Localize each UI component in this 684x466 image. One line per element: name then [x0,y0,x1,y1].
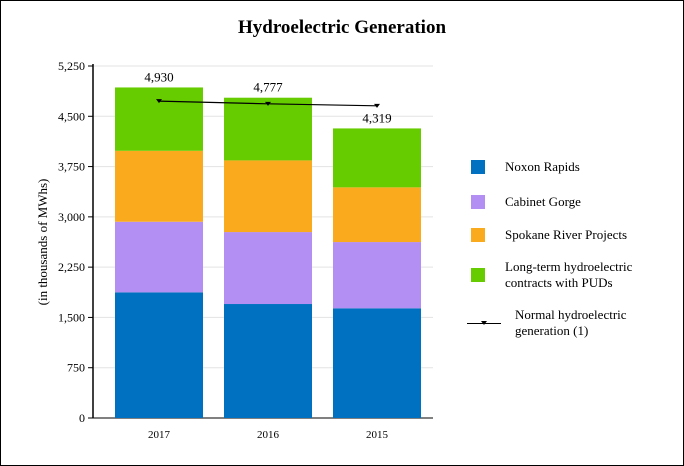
legend-item: Normal hydroelectric generation (1) [467,307,681,339]
legend-swatch [471,268,485,282]
bar-segment [333,128,421,188]
legend-label: Normal hydroelectric generation (1) [515,307,627,338]
x-tick-label: 2017 [148,429,171,441]
total-label: 4,319 [362,110,391,125]
legend-item: Noxon Rapids [471,159,681,175]
bar-segment [224,304,312,418]
bar-segment [115,292,203,418]
line-marker [265,101,271,106]
y-axis-label: (in thousands of MWhs) [35,179,50,306]
y-tick-label: 1,500 [58,310,85,324]
legend-swatch [471,160,485,174]
bar-segment [224,232,312,305]
total-label: 4,777 [253,80,283,95]
line-marker [374,103,380,108]
legend-item: Long-term hydroelectric contracts with PU… [471,259,681,291]
legend-swatch [471,195,485,209]
legend-item: Spokane River Projects [471,227,681,243]
bar-segment [224,160,312,233]
x-tick-label: 2016 [257,429,280,441]
y-tick-label: 2,250 [58,260,85,274]
bar-segment [224,97,312,161]
legend-swatch [467,316,501,330]
y-tick-label: 4,500 [58,109,85,123]
legend-item: Cabinet Gorge [471,194,681,210]
legend-label: Noxon Rapids [505,159,580,174]
y-tick-label: 0 [79,411,85,425]
line-marker [156,99,162,104]
bar-segment [333,242,421,309]
bar-segment [115,221,203,293]
y-tick-label: 750 [67,361,85,375]
y-tick-label: 3,000 [58,210,85,224]
y-tick-label: 5,250 [58,59,85,73]
legend-label: Cabinet Gorge [505,194,581,209]
x-tick-label: 2015 [366,429,389,441]
legend-swatch [471,228,485,242]
bar-segment [115,150,203,222]
legend-label: Long-term hydroelectric contracts with PU… [505,259,633,290]
bar-segment [333,308,421,418]
y-tick-label: 3,750 [58,160,85,174]
bar-segment [115,87,203,151]
chart-title: Hydroelectric Generation [237,17,447,38]
total-label: 4,930 [144,69,173,84]
bar-segment [333,187,421,243]
legend-label: Spokane River Projects [505,227,628,242]
